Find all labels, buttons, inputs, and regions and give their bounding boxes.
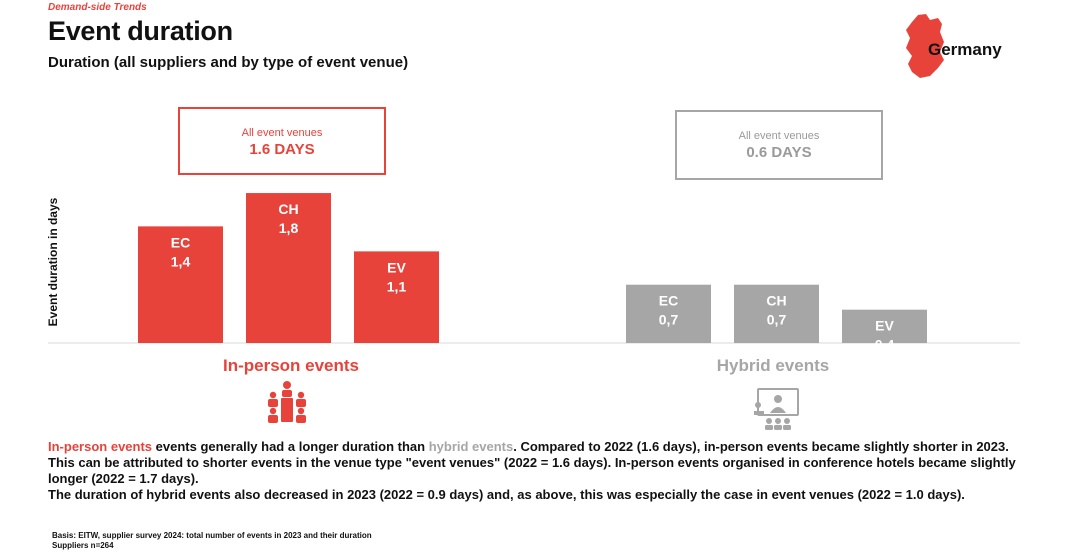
in-person-bar-category-ec: EC: [171, 234, 190, 250]
in-person-total-box: All event venues 1.6 DAYS: [178, 107, 386, 175]
country-badge: Germany: [900, 12, 1030, 82]
hybrid-total-value: 0.6 DAYS: [746, 144, 812, 161]
in-person-bar-value-ch: 1,8: [279, 220, 299, 236]
bar-chart: EC 1,4 CH 1,8 EV 1,1 EC 0,7 CH 0,7 EV 0,4: [48, 193, 1020, 353]
hybrid-bar-category-ev: EV: [875, 318, 894, 334]
page-title: Event duration: [48, 16, 233, 46]
hybrid-bar-value-ch: 0,7: [767, 312, 787, 328]
in-person-total-label: All event venues: [241, 127, 323, 139]
hybrid-bar-ev: [842, 309, 927, 343]
footnote-basis: Basis: EITW, supplier survey 2024: total…: [52, 531, 372, 540]
in-person-group-label: In-person events: [222, 356, 360, 375]
hybrid-bar-value-ec: 0,7: [659, 312, 679, 328]
in-person-highlight: In-person events: [48, 439, 153, 454]
footnote-sample: Suppliers n=264: [52, 541, 114, 550]
summary-text: In-person events events generally had a …: [48, 439, 1038, 503]
in-person-bar-value-ev: 1,1: [387, 278, 407, 294]
in-person-bar-category-ev: EV: [387, 259, 406, 275]
bars-layer: EC 1,4 CH 1,8 EV 1,1 EC 0,7 CH 0,7 EV 0,4: [138, 193, 927, 353]
page-subtitle: Duration (all suppliers and by type of e…: [48, 54, 409, 71]
section-kicker: Demand-side Trends: [48, 2, 147, 13]
hybrid-bar-category-ch: CH: [766, 293, 786, 309]
hybrid-bar-ec: [626, 284, 711, 343]
hybrid-bar-ch: [734, 284, 819, 343]
hybrid-bar-category-ec: EC: [659, 293, 678, 309]
video-conference-icon: [754, 388, 799, 430]
in-person-total-value: 1.6 DAYS: [249, 141, 315, 158]
in-person-bar-value-ec: 1,4: [171, 253, 191, 269]
summary-text-part: events generally had a longer duration t…: [152, 439, 429, 454]
in-person-bar-ev: [354, 251, 439, 343]
hybrid-highlight: hybrid events: [428, 439, 514, 454]
summary-text-part: . Compared to 2022 (1.6 days), in-person…: [48, 439, 1016, 486]
hybrid-total-label: All event venues: [738, 130, 820, 142]
footnote: Basis: EITW, supplier survey 2024: total…: [52, 531, 372, 551]
hybrid-group-label: Hybrid events: [716, 356, 830, 375]
germany-map-icon: [906, 14, 944, 78]
country-label: Germany: [928, 40, 1002, 59]
in-person-bar-ec: [138, 226, 223, 343]
meeting-table-people-icon: [268, 381, 306, 423]
hybrid-bar-value-ev: 0,4: [875, 337, 895, 353]
in-person-bar-ch: [246, 193, 331, 343]
in-person-bar-category-ch: CH: [278, 201, 298, 217]
hybrid-total-box: All event venues 0.6 DAYS: [675, 110, 883, 180]
summary-paragraph-2: The duration of hybrid events also decre…: [48, 487, 965, 502]
summary-paragraph-1: In-person events events generally had a …: [48, 439, 1038, 487]
